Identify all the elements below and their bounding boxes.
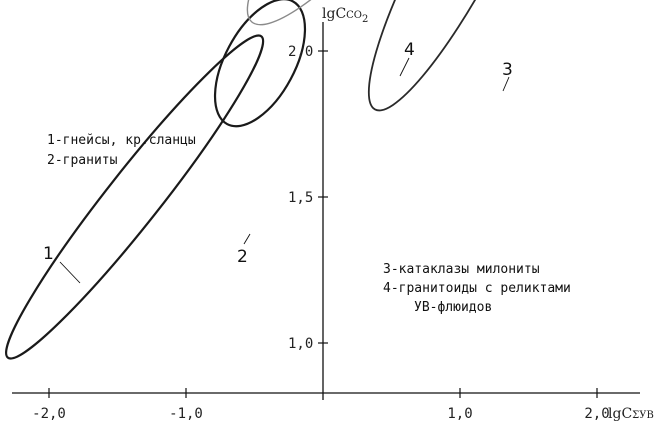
ellipse-2-label: 2	[237, 247, 248, 267]
y-axis-title-sub: CO	[346, 10, 362, 21]
legend-2-entry-2: 4-гранитоиды с реликтами	[383, 281, 571, 296]
legend-2-entry-1: 3-катаклазы милониты	[383, 262, 540, 277]
x-axis-title: lgCΣУВ	[608, 406, 654, 422]
ellipse-1	[5, 34, 265, 360]
x-axis-title-sub: ΣУВ	[632, 410, 654, 421]
x-tick-label: 1,0	[447, 406, 472, 422]
y-tick-group: 1,01,52,02,53,0-	[288, 44, 328, 352]
legend-2-entry-3: УВ-флюидов	[414, 300, 492, 315]
legend-1-entry-1: 1-гнейсы, кр.сланцы	[47, 133, 196, 148]
ellipse-3-leader	[502, 76, 510, 92]
x-tick-group: -2,0 -1,0 1,0 2,0	[32, 388, 610, 422]
ellipse-3	[367, 0, 550, 112]
x-tick-label: 2,0	[584, 406, 609, 422]
x-axis-title-main: lgC	[608, 406, 632, 422]
ellipse-4-label: 4	[404, 40, 415, 60]
ellipse-layer	[5, 0, 550, 360]
y-tick-label: 2,0	[288, 44, 313, 60]
ellipse-1-label: 1	[43, 244, 54, 264]
ellipse-4	[246, 0, 452, 26]
legend-1-entry-2: 2-граниты	[47, 153, 118, 168]
ellipse-3-label: 3	[502, 60, 513, 80]
x-tick-label: -1,0	[169, 406, 203, 422]
y-axis-title-sub2: 2	[362, 14, 368, 25]
y-axis-title-main: lgC	[322, 6, 346, 22]
y-tick-label: 1,0	[288, 336, 313, 352]
ellipse-4-leader	[399, 57, 410, 77]
y-axis-title: lgCCO2	[322, 6, 368, 25]
ellipse-2-leader	[243, 233, 251, 245]
ellipse-1-leader	[59, 261, 81, 284]
y-tick-label: 1,5	[288, 190, 313, 206]
x-tick-label: -2,0	[32, 406, 66, 422]
ellipse-2	[213, 0, 307, 128]
